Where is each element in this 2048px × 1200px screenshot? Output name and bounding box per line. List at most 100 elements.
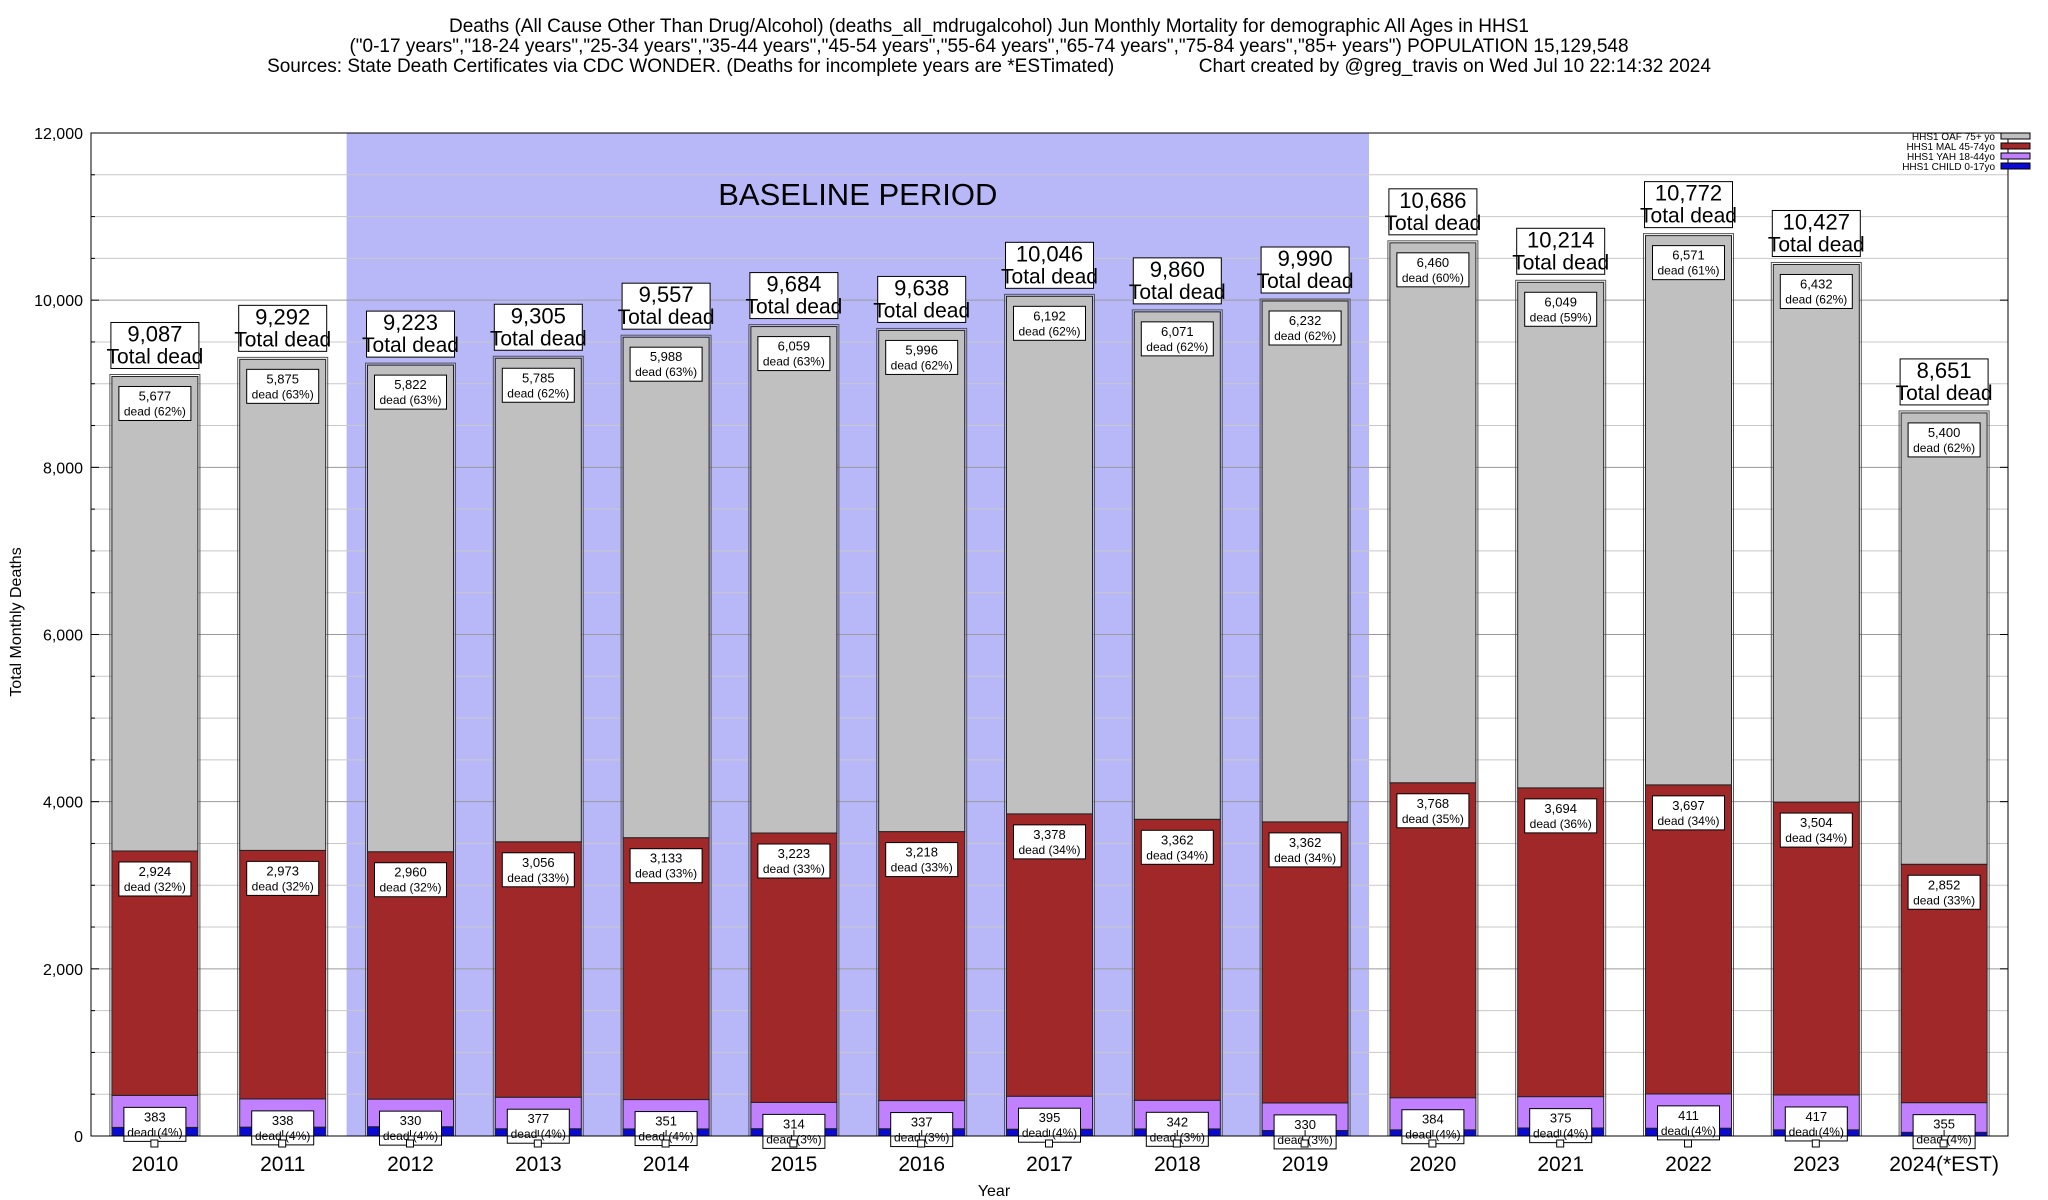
total-label-suffix: Total dead [1512,251,1609,274]
child-marker [1045,1139,1053,1148]
oaf-label-pct: dead (62%) [1018,324,1080,338]
mal-label-pct: dead (34%) [1018,843,1080,857]
oaf-label-pct: dead (63%) [379,393,441,407]
oaf-label-value: 5,988 [650,349,683,364]
mal-label-pct: dead (36%) [1530,817,1592,831]
mal-label-pct: dead (33%) [507,871,569,885]
child-marker [1300,1139,1309,1148]
mal-label-box [1013,824,1086,860]
y-tick-label: 0 [74,1129,83,1146]
x-tick-label: 2015 [771,1153,818,1176]
mal-label-value: 3,218 [905,845,938,860]
mal-label-pct: dead (32%) [124,880,186,894]
total-label-box [749,272,839,320]
legend-swatch [2000,162,2031,170]
legend-label: HHS1 MAL 45-74yo [1906,142,1995,153]
total-label-value: 9,638 [894,275,949,300]
mal-label-pct: dead (34%) [1657,814,1719,828]
total-label-box [1132,257,1222,305]
oaf-label-pct: dead (63%) [763,355,825,369]
x-tick-label: 2018 [1154,1153,1201,1176]
oaf-label-box [118,385,192,421]
total-label-value: 10,772 [1655,181,1722,206]
total-label-value: 9,292 [255,304,310,329]
yah-label-value: 330 [1294,1117,1316,1132]
yah-label-value: 395 [1039,1110,1061,1125]
child-marker [1811,1139,1820,1148]
total-label-suffix: Total dead [490,327,587,350]
legend-swatch [2000,142,2031,150]
bar-segment [1645,784,1732,1095]
mal-label-value: 3,768 [1417,796,1450,811]
y-tick-label: 2,000 [43,962,83,979]
mal-label-value: 2,924 [139,864,172,879]
mal-label-value: 3,133 [650,851,683,866]
bar-segment [1645,235,1732,786]
child-marker [1684,1139,1692,1148]
oaf-label-value: 6,432 [1800,276,1833,291]
mal-label-value: 3,504 [1800,815,1833,830]
total-label-box [1899,358,1989,406]
yah-label-value: 355 [1933,1117,1955,1132]
bar-segment [750,326,838,834]
mal-label-pct: dead (34%) [1785,831,1847,845]
oaf-label-box [501,367,575,403]
child-marker [406,1139,414,1148]
mal-label-pct: dead (34%) [1274,851,1336,865]
x-tick-label: 2014 [643,1153,690,1176]
oaf-label-value: 6,571 [1672,248,1705,263]
mal-label-pct: dead (32%) [379,881,441,895]
child-marker [917,1139,926,1148]
total-label-value: 9,305 [511,303,566,328]
mal-label-value: 3,056 [522,855,555,870]
mal-label-pct: dead (35%) [1402,812,1464,826]
yah-label-value: 351 [655,1114,677,1129]
child-marker [1939,1139,1948,1148]
x-tick-label: 2021 [1537,1153,1584,1176]
oaf-label-value: 6,059 [778,339,811,354]
oaf-label-box [246,368,320,404]
total-label-value: 10,427 [1783,209,1850,234]
title-layer: Deaths (All Cause Other Than Drug/Alcoho… [267,16,1711,77]
bar-segment [1261,300,1349,823]
oaf-label-pct: dead (59%) [1530,310,1592,324]
oaf-label-value: 5,677 [139,388,172,403]
y-tick-label: 12,000 [34,126,83,143]
oaf-label-box [1140,321,1214,357]
bar-segment [878,329,966,833]
y-tick-label: 8,000 [43,460,83,477]
total-label-suffix: Total dead [1384,212,1481,235]
child-marker [1556,1139,1565,1148]
yah-label-pct: dead (3%) [1150,1130,1205,1144]
mal-label-box [1779,812,1853,848]
total-label-box [1516,227,1606,275]
x-tick-label: 2016 [898,1153,945,1176]
oaf-label-value: 6,232 [1289,313,1322,328]
mal-label-box [1140,829,1214,865]
total-label-box [366,310,455,358]
x-tick-label: 2012 [387,1153,434,1176]
oaf-label-pct: dead (62%) [1785,292,1847,306]
mal-label-value: 3,362 [1289,835,1322,850]
x-tick-label: 2020 [1410,1153,1457,1176]
legend-swatch [2000,152,2031,160]
yah-label-box [251,1110,315,1146]
total-label-value: 10,214 [1527,227,1594,252]
total-label-suffix: Total dead [873,299,970,322]
yah-label-value: 375 [1550,1111,1572,1126]
yah-label-value: 377 [527,1111,549,1126]
total-label-box [1005,241,1094,289]
total-label-suffix: Total dead [234,328,331,351]
oaf-label-value: 5,400 [1928,425,1961,440]
bar-segment [1389,242,1477,784]
yah-label-pct: dead (4%) [638,1130,693,1144]
bar-segment [111,375,199,852]
oaf-label-pct: dead (62%) [1274,329,1336,343]
mal-label-value: 3,694 [1544,801,1577,816]
mal-label-value: 2,960 [394,865,427,880]
oaf-label-value: 5,785 [522,370,555,385]
y-tick-label: 6,000 [43,628,83,645]
total-label-value: 9,684 [766,272,821,297]
